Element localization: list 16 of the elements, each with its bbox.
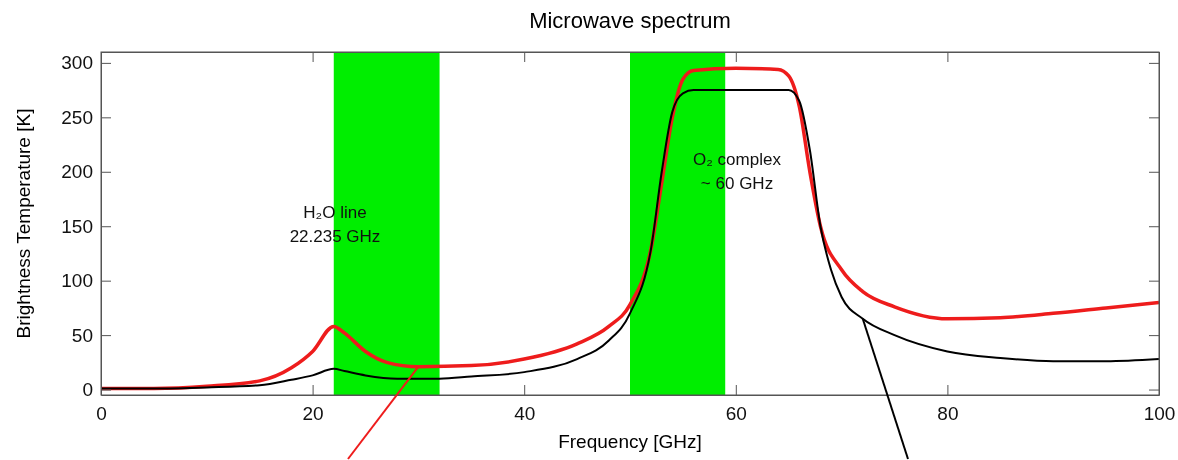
x-tick-label: 40	[514, 403, 536, 425]
y-tick-label: 100	[61, 270, 93, 292]
x-tick-label: 60	[725, 403, 747, 425]
y-tick-label: 0	[82, 379, 93, 401]
y-tick-label: 200	[61, 161, 93, 183]
x-axis-title: Frequency [GHz]	[558, 431, 702, 452]
y-tick-label: 300	[61, 52, 93, 74]
x-tick-label: 20	[302, 403, 324, 425]
x-tick-label: 0	[96, 403, 107, 425]
y-tick-label: 150	[61, 215, 93, 237]
chart-title: Microwave spectrum	[529, 8, 731, 33]
x-tick-label: 100	[1143, 403, 1176, 425]
y-tick-label: 250	[61, 106, 93, 128]
y-axis-title: Brightness Temperature [K]	[13, 108, 34, 339]
y-tick-label: 50	[71, 324, 93, 346]
x-tick-label: 80	[937, 403, 959, 425]
